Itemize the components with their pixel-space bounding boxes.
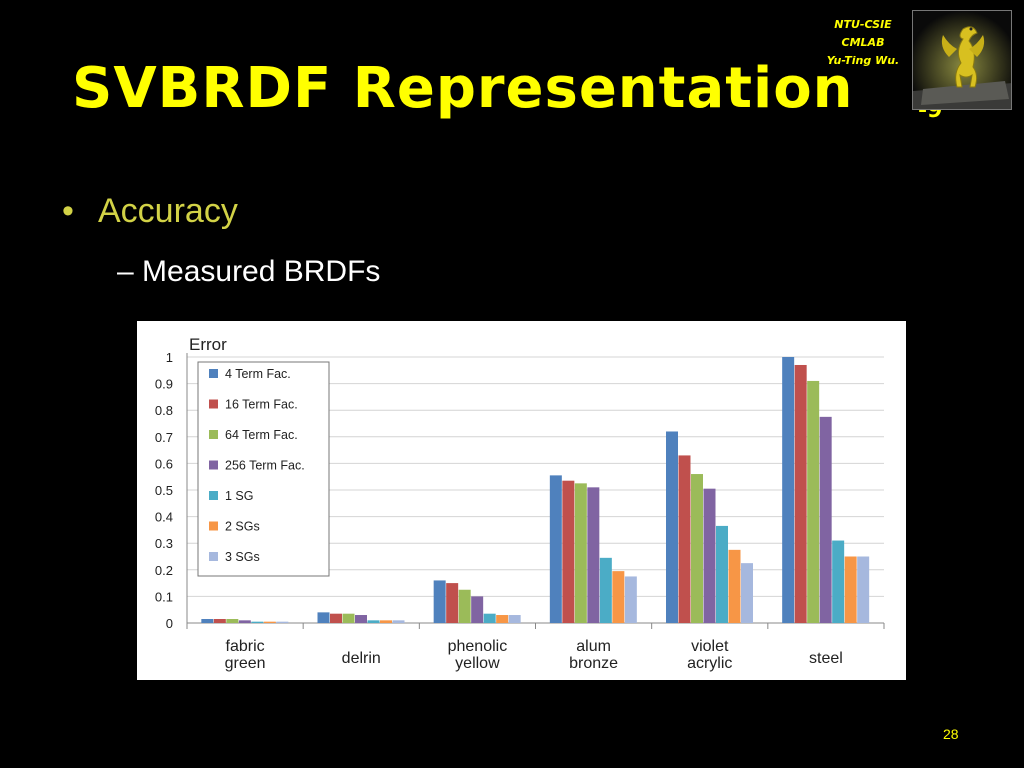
bar <box>380 620 392 623</box>
bar <box>355 615 367 623</box>
bar <box>666 431 678 623</box>
legend-swatch <box>209 460 218 470</box>
y-tick-label: 0.7 <box>155 430 173 445</box>
bar <box>819 416 832 623</box>
bar <box>832 540 845 623</box>
bar <box>703 488 716 623</box>
legend-swatch <box>209 430 218 439</box>
bar <box>392 620 405 623</box>
x-category-label: alum <box>576 638 611 655</box>
x-category-label: phenolic <box>448 638 508 655</box>
bar <box>317 612 330 623</box>
bar <box>624 576 637 623</box>
bullet-marker: • <box>62 192 74 230</box>
bar <box>367 620 380 623</box>
bar <box>562 480 575 623</box>
bar <box>342 613 355 623</box>
bar <box>599 557 612 623</box>
legend-swatch <box>209 491 218 500</box>
page-number: 28 <box>943 726 959 742</box>
y-tick-label: 0.8 <box>155 403 173 418</box>
sub-bullet-measured-brdfs: – Measured BRDFs <box>117 255 381 288</box>
y-tick-label: 0.2 <box>155 563 173 578</box>
bar <box>741 563 753 623</box>
bar <box>587 487 600 623</box>
legend-label: 256 Term Fac. <box>225 459 305 473</box>
bar <box>263 621 276 623</box>
x-category-label: green <box>225 655 266 672</box>
legend-label: 16 Term Fac. <box>225 398 298 412</box>
legend-label: 64 Term Fac. <box>225 428 298 442</box>
y-tick-label: 0.6 <box>155 456 173 471</box>
y-tick-label: 1 <box>166 350 173 365</box>
bar <box>458 589 471 623</box>
bullet-accuracy: • Accuracy <box>62 192 238 231</box>
bar <box>678 455 691 623</box>
bar <box>508 615 521 623</box>
bar <box>574 483 587 623</box>
chart-title: Error <box>189 335 227 354</box>
error-bar-chart: Error 0 0.1 0.2 0.3 0.4 0.5 0.6 0.7 0.8 0.9 1 fabri… <box>137 321 906 680</box>
credit-line: Yu-Ting Wu. <box>826 54 900 67</box>
y-tick-label: 0.1 <box>155 589 173 604</box>
credit-line: NTU-CSIE <box>834 18 892 31</box>
dragon-logo-icon <box>912 10 1012 110</box>
bar <box>549 475 562 623</box>
legend-swatch <box>209 399 218 409</box>
x-category-label: delrin <box>342 650 381 667</box>
bar <box>446 583 459 623</box>
bar <box>330 613 342 623</box>
y-tick-label: 0.9 <box>155 377 173 392</box>
legend-label: 2 SGs <box>225 520 260 534</box>
y-tick-label: 0.4 <box>155 510 173 525</box>
legend-label: 1 SG <box>225 489 254 503</box>
y-tick-label: 0 <box>166 616 173 631</box>
bar <box>807 380 820 623</box>
bar <box>782 357 795 623</box>
bar <box>433 580 446 623</box>
bar <box>213 619 226 623</box>
bullet-text: Accuracy <box>98 192 238 230</box>
x-category-label: bronze <box>569 655 618 672</box>
bar <box>483 613 496 623</box>
author-credit: NTU-CSIE CMLAB Yu-Ting Wu. <box>818 16 908 70</box>
legend-swatch <box>209 552 218 561</box>
x-category-label: steel <box>809 650 843 667</box>
bar <box>844 556 857 623</box>
bar <box>728 549 741 623</box>
y-tick-label: 0.3 <box>155 536 173 551</box>
chart-legend <box>197 361 330 577</box>
bar <box>857 556 870 623</box>
bar <box>612 571 625 623</box>
credit-line: CMLAB <box>841 36 885 49</box>
x-category-label: yellow <box>455 655 500 672</box>
bar <box>276 621 289 623</box>
bar <box>794 364 807 623</box>
x-category-label: fabric <box>226 638 265 655</box>
chart-svg: Error 0 0.1 0.2 0.3 0.4 0.5 0.6 0.7 0.8 0.9 1 fabri… <box>155 335 885 672</box>
legend-label: 4 Term Fac. <box>225 367 291 381</box>
legend-swatch <box>209 521 218 531</box>
bar <box>716 525 728 623</box>
legend-label: 3 SGs <box>225 550 260 564</box>
x-category-label: acrylic <box>687 655 732 672</box>
x-category-label: violet <box>691 638 729 655</box>
legend-swatch <box>209 369 218 378</box>
bar <box>226 619 239 623</box>
slide-title: SVBRDF Representation <box>72 56 854 121</box>
bar <box>251 621 264 623</box>
bar <box>201 619 214 623</box>
bar <box>471 596 484 623</box>
bar <box>691 474 703 623</box>
bar <box>496 615 509 623</box>
bar <box>238 620 251 623</box>
y-tick-label: 0.5 <box>155 483 173 498</box>
